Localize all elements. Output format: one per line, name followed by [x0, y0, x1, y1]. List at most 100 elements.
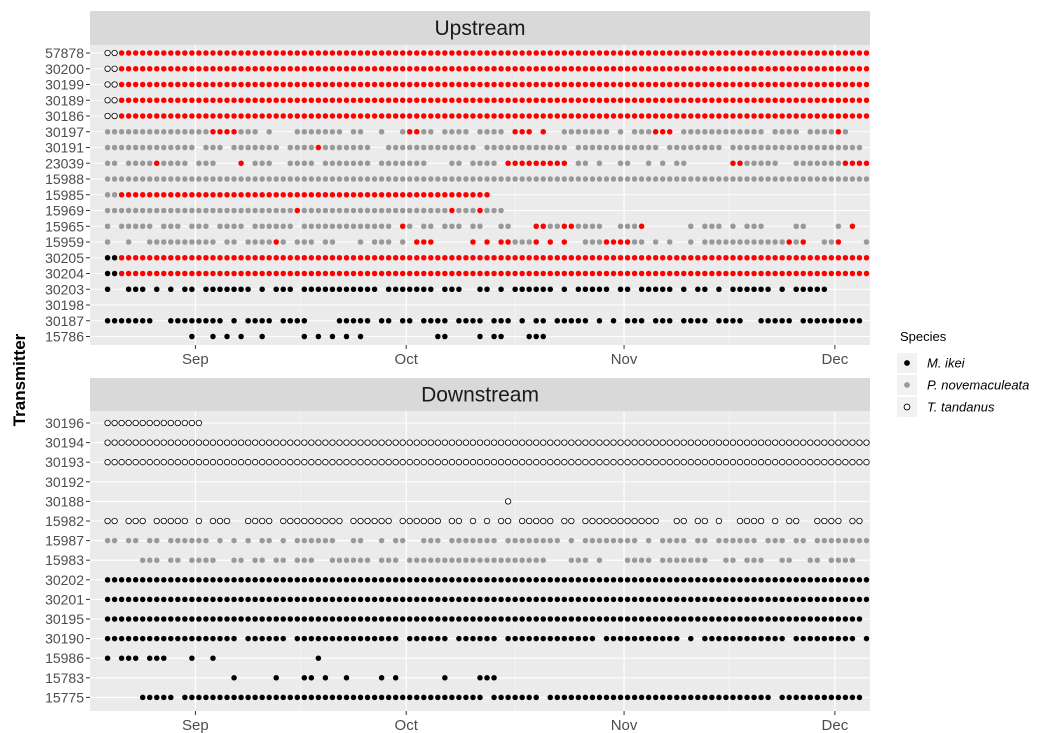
detection-point — [484, 239, 490, 245]
detection-point — [463, 50, 469, 56]
detection-point — [702, 144, 708, 151]
detection-point — [125, 439, 132, 446]
detection-point — [224, 635, 230, 642]
detection-point — [280, 577, 286, 583]
detection-point — [153, 459, 160, 466]
detection-point — [294, 239, 301, 245]
detection-point — [378, 129, 385, 135]
detection-point — [715, 439, 723, 446]
detection-point — [512, 129, 518, 135]
detection-point — [238, 255, 244, 261]
detection-point — [835, 81, 842, 88]
detection-point — [139, 577, 146, 583]
detection-point — [512, 239, 518, 245]
detection-point — [638, 97, 645, 103]
detection-point — [786, 66, 792, 72]
detection-point — [470, 694, 476, 701]
detection-point — [828, 439, 835, 446]
detection-point — [449, 223, 455, 229]
detection-point — [772, 144, 778, 151]
detection-point — [793, 160, 799, 166]
detection-point — [568, 577, 575, 583]
detection-point — [624, 517, 631, 525]
detection-point — [245, 113, 251, 119]
detection-point — [484, 113, 490, 119]
detection-point — [442, 270, 448, 277]
detection-point — [188, 419, 196, 427]
detection-point — [280, 286, 286, 292]
detection-point — [519, 239, 525, 245]
detection-point — [786, 255, 792, 261]
detection-point — [842, 81, 849, 88]
detection-point — [139, 50, 146, 56]
detection-point — [449, 270, 455, 277]
detection-point — [118, 50, 125, 56]
detection-point — [315, 97, 322, 103]
detection-point — [659, 81, 666, 88]
detection-point — [512, 255, 518, 261]
detection-point — [793, 113, 799, 119]
detection-point — [638, 635, 645, 642]
detection-point — [420, 459, 427, 466]
detection-point — [610, 439, 617, 446]
detection-point — [182, 113, 188, 119]
detection-point — [428, 557, 434, 563]
detection-point — [674, 50, 680, 56]
detection-point — [617, 537, 624, 544]
detection-point — [582, 318, 589, 324]
detection-point — [681, 160, 687, 166]
detection-point — [786, 439, 793, 446]
detection-point — [610, 50, 617, 56]
detection-point — [666, 557, 673, 563]
detection-point — [617, 97, 624, 103]
detection-point — [786, 517, 793, 525]
detection-point — [547, 459, 554, 466]
detection-point — [189, 270, 195, 277]
detection-point — [266, 97, 272, 103]
detection-point — [575, 176, 582, 182]
detection-point — [301, 113, 308, 119]
detection-point — [259, 517, 266, 525]
detection-point — [652, 97, 659, 103]
detection-point — [175, 270, 181, 277]
detection-point — [561, 596, 568, 603]
detection-point — [329, 207, 336, 214]
detection-point — [301, 81, 308, 88]
detection-point — [168, 694, 174, 701]
detection-point — [329, 66, 336, 72]
detection-point — [730, 81, 736, 88]
detection-point — [722, 459, 730, 466]
detection-point — [526, 517, 533, 525]
detection-point — [104, 616, 111, 622]
detection-point — [266, 207, 272, 214]
detection-point — [189, 596, 195, 603]
detection-point — [821, 97, 828, 103]
detection-point — [245, 577, 251, 583]
detection-point — [617, 270, 624, 277]
detection-point — [322, 459, 329, 466]
detection-point — [702, 286, 708, 292]
detection-point — [435, 635, 441, 642]
detection-point — [168, 557, 174, 563]
detection-point — [638, 239, 645, 245]
detection-point — [807, 66, 814, 72]
detection-point — [638, 694, 645, 701]
detection-point — [224, 81, 230, 88]
detection-point — [624, 81, 631, 88]
detection-point — [589, 50, 596, 56]
detection-point — [442, 207, 448, 214]
detection-point — [582, 537, 589, 544]
detection-point — [146, 616, 153, 622]
detection-point — [392, 255, 399, 261]
detection-point — [435, 207, 441, 214]
detection-point — [104, 655, 111, 661]
detection-point — [800, 97, 806, 103]
detection-point — [484, 675, 490, 681]
detection-point — [259, 286, 265, 292]
detection-point — [582, 596, 589, 603]
detection-point — [294, 50, 301, 56]
detection-point — [273, 616, 279, 622]
detection-point — [463, 144, 469, 151]
detection-point — [547, 616, 554, 622]
detection-point — [645, 113, 652, 119]
